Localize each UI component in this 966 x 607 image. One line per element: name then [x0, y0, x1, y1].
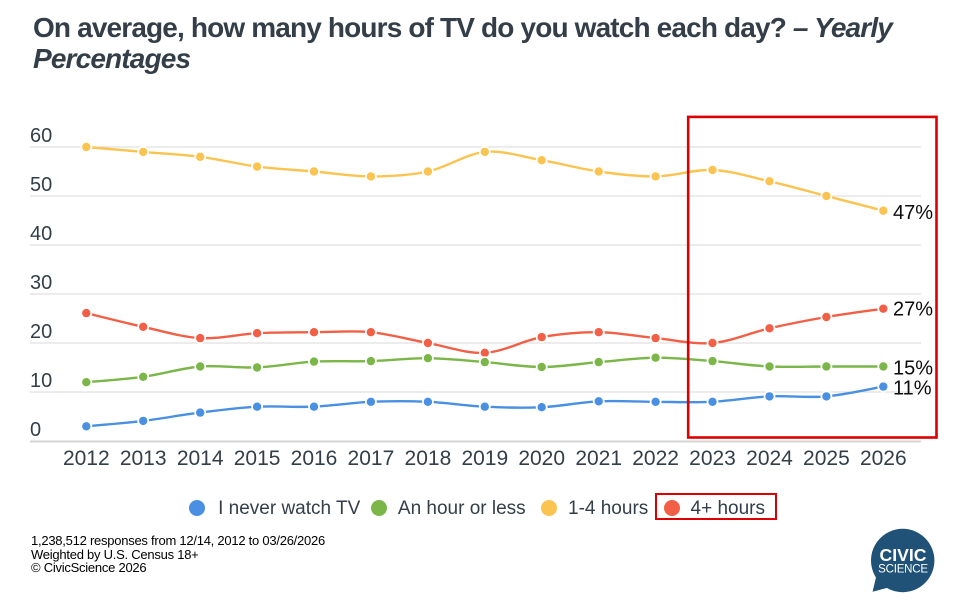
svg-text:2026: 2026 — [860, 447, 907, 470]
svg-text:2024: 2024 — [746, 447, 793, 470]
svg-text:2017: 2017 — [348, 447, 395, 470]
svg-text:30: 30 — [30, 272, 52, 294]
svg-text:11%: 11% — [893, 378, 932, 400]
svg-text:50: 50 — [30, 174, 52, 196]
svg-text:40: 40 — [30, 223, 52, 245]
svg-text:10: 10 — [30, 370, 52, 392]
svg-text:0: 0 — [30, 419, 41, 441]
svg-text:CIVIC: CIVIC — [880, 545, 927, 565]
svg-text:27%: 27% — [893, 299, 933, 321]
svg-text:SCIENCE: SCIENCE — [878, 563, 928, 575]
svg-text:2025: 2025 — [803, 447, 850, 470]
svg-text:2019: 2019 — [461, 447, 508, 470]
svg-text:2012: 2012 — [63, 447, 110, 470]
svg-text:2022: 2022 — [632, 447, 679, 470]
svg-text:2021: 2021 — [575, 447, 622, 470]
svg-text:60: 60 — [30, 125, 52, 147]
svg-text:15%: 15% — [893, 358, 933, 380]
svg-text:20: 20 — [30, 321, 52, 343]
svg-text:2014: 2014 — [177, 447, 224, 470]
svg-text:2013: 2013 — [120, 447, 167, 470]
svg-text:2015: 2015 — [234, 447, 281, 470]
svg-text:47%: 47% — [893, 202, 933, 224]
svg-text:2023: 2023 — [689, 447, 736, 470]
svg-text:2018: 2018 — [405, 447, 452, 470]
svg-text:2020: 2020 — [518, 447, 565, 470]
svg-text:2016: 2016 — [291, 447, 338, 470]
